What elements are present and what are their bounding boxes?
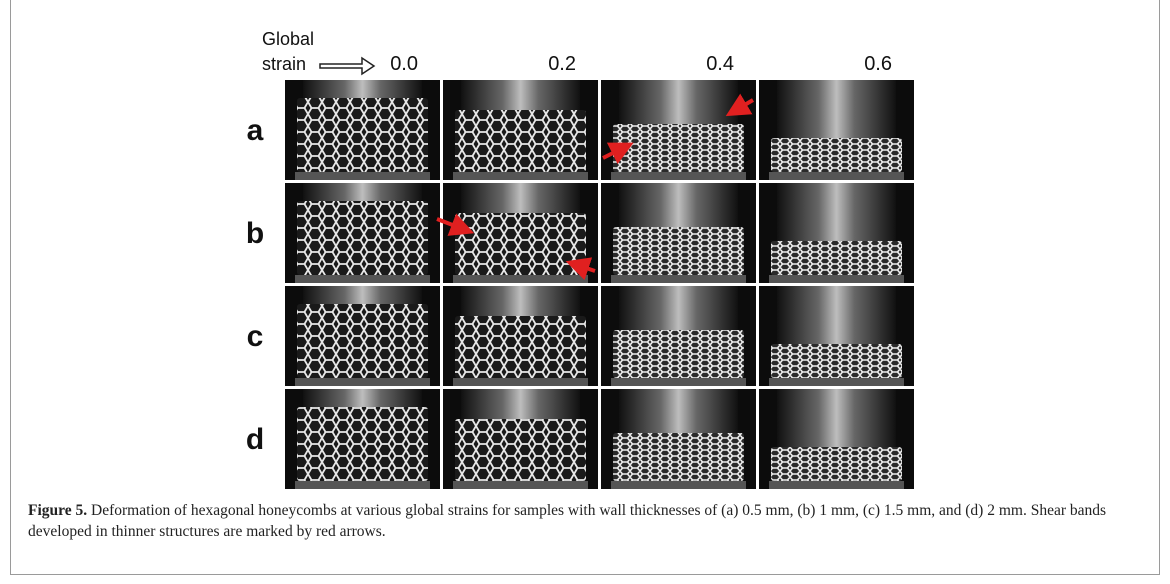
honeycomb-sample — [297, 304, 428, 378]
press-base — [295, 275, 430, 283]
honeycomb-sample — [455, 316, 586, 378]
press-plate — [303, 389, 422, 407]
row-label: b — [246, 217, 264, 250]
honeycomb-sample — [771, 344, 902, 378]
column-label: 0.6 — [864, 53, 892, 75]
press-base — [611, 172, 746, 180]
press-plate — [619, 389, 738, 433]
press-base — [769, 275, 904, 283]
honeycomb-sample — [613, 433, 744, 481]
axis-label: strain — [262, 54, 306, 74]
press-base — [769, 378, 904, 386]
press-base — [453, 275, 588, 283]
press-base — [453, 172, 588, 180]
press-plate — [461, 183, 580, 213]
page: Global strain 0.0 0.2 0.4 0.6 a b c d Figure 5.… — [0, 0, 1170, 584]
axis-label: Global — [262, 29, 314, 49]
press-plate — [777, 389, 896, 447]
press-base — [769, 481, 904, 489]
honeycomb-sample — [455, 419, 586, 481]
press-plate — [461, 80, 580, 110]
press-plate — [777, 80, 896, 138]
honeycomb-sample — [297, 98, 428, 172]
press-base — [453, 378, 588, 386]
honeycomb-sample — [771, 447, 902, 481]
press-plate — [303, 183, 422, 201]
press-base — [295, 172, 430, 180]
caption-label: Figure 5. — [28, 502, 87, 519]
column-label: 0.4 — [706, 53, 734, 75]
figure: Global strain 0.0 0.2 0.4 0.6 a b c d — [0, 0, 1170, 500]
honeycomb-sample — [613, 330, 744, 378]
press-base — [295, 378, 430, 386]
honeycomb-sample — [297, 201, 428, 275]
row-label: c — [247, 320, 264, 353]
strain-arrow — [320, 58, 374, 74]
column-label: 0.2 — [548, 53, 576, 75]
press-plate — [303, 286, 422, 304]
press-plate — [461, 389, 580, 419]
press-base — [453, 481, 588, 489]
row-label: a — [247, 114, 264, 147]
honeycomb-sample — [455, 110, 586, 172]
honeycomb-sample — [455, 213, 586, 275]
press-plate — [777, 286, 896, 344]
caption: Figure 5. Deformation of hexagonal honey… — [28, 500, 1138, 542]
press-base — [611, 481, 746, 489]
press-plate — [619, 80, 738, 124]
row-label: d — [246, 423, 264, 456]
press-plate — [619, 286, 738, 330]
press-plate — [303, 80, 422, 98]
honeycomb-sample — [613, 124, 744, 172]
press-base — [611, 378, 746, 386]
press-base — [295, 481, 430, 489]
press-base — [769, 172, 904, 180]
honeycomb-sample — [771, 138, 902, 172]
press-plate — [461, 286, 580, 316]
honeycomb-sample — [771, 241, 902, 275]
caption-text: Deformation of hexagonal honeycombs at v… — [28, 502, 1106, 540]
press-plate — [619, 183, 738, 227]
press-plate — [777, 183, 896, 241]
honeycomb-sample — [613, 227, 744, 275]
press-base — [611, 275, 746, 283]
column-label: 0.0 — [390, 53, 418, 75]
honeycomb-sample — [297, 407, 428, 481]
